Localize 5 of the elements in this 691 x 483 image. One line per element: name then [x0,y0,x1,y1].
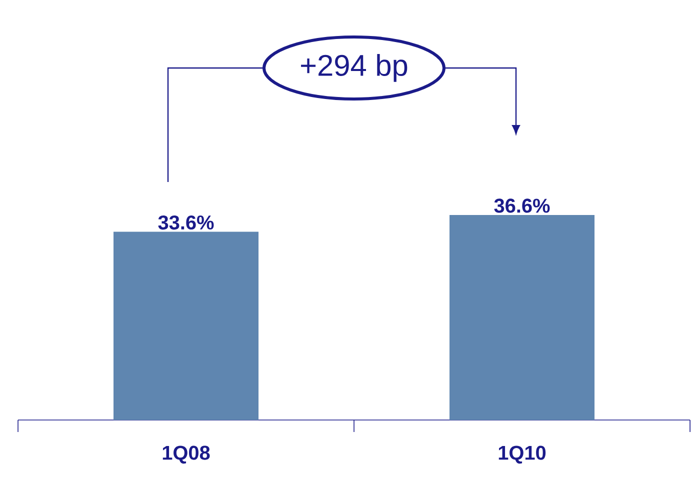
data-label: 33.6% [158,215,214,230]
x-tick-label: 1Q08 [162,446,210,464]
data-label: 36.6% [494,198,550,213]
text: +294 bp [301,54,408,82]
x-tick-label: 1Q10 [498,446,546,464]
